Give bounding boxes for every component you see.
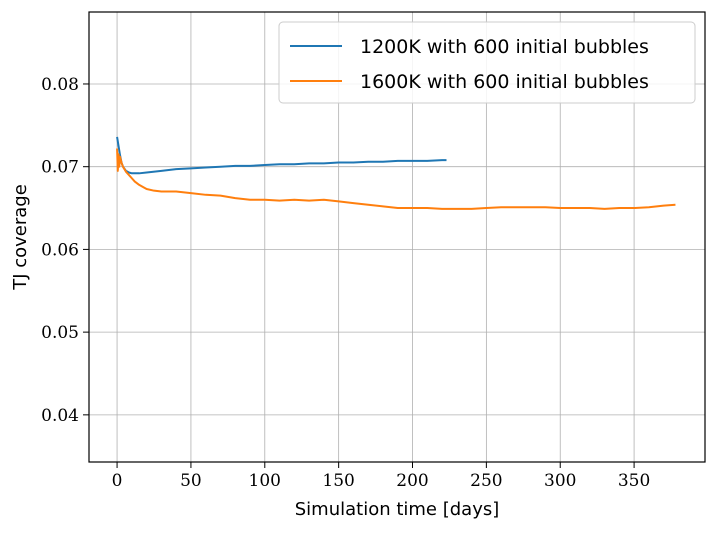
series-line-2 (116, 148, 676, 210)
y-tick-label: 0.08 (41, 75, 79, 95)
y-axis-label: TJ coverage (10, 184, 31, 291)
x-tick-label: 350 (618, 471, 650, 491)
x-tick-label: 0 (112, 471, 123, 491)
legend-label-1: 1200K with 600 initial bubbles (360, 36, 649, 58)
x-tick-label: 150 (322, 471, 354, 491)
y-tick-label: 0.07 (41, 158, 79, 178)
legend-box (278, 21, 696, 104)
x-tick-label: 300 (544, 471, 576, 491)
series-lines (116, 136, 676, 210)
y-tick-label: 0.06 (41, 240, 79, 260)
y-tick-label: 0.05 (41, 323, 79, 343)
x-tick-label: 250 (470, 471, 502, 491)
plot-frame (88, 11, 706, 463)
x-tick-label: 100 (249, 471, 281, 491)
legend: 1200K with 600 initial bubbles 1600K with… (278, 21, 696, 104)
legend-label-2: 1600K with 600 initial bubbles (360, 71, 649, 93)
y-axis-ticks: 0.04 0.05 0.06 0.07 0.08 (41, 75, 89, 426)
x-axis-label: Simulation time [days] (295, 499, 500, 520)
x-axis-ticks: 0 50 100 150 200 250 300 350 (112, 462, 650, 491)
series-line-1 (116, 136, 447, 175)
y-tick-label: 0.04 (41, 406, 79, 426)
x-tick-label: 200 (396, 471, 428, 491)
x-tick-label: 50 (180, 471, 202, 491)
